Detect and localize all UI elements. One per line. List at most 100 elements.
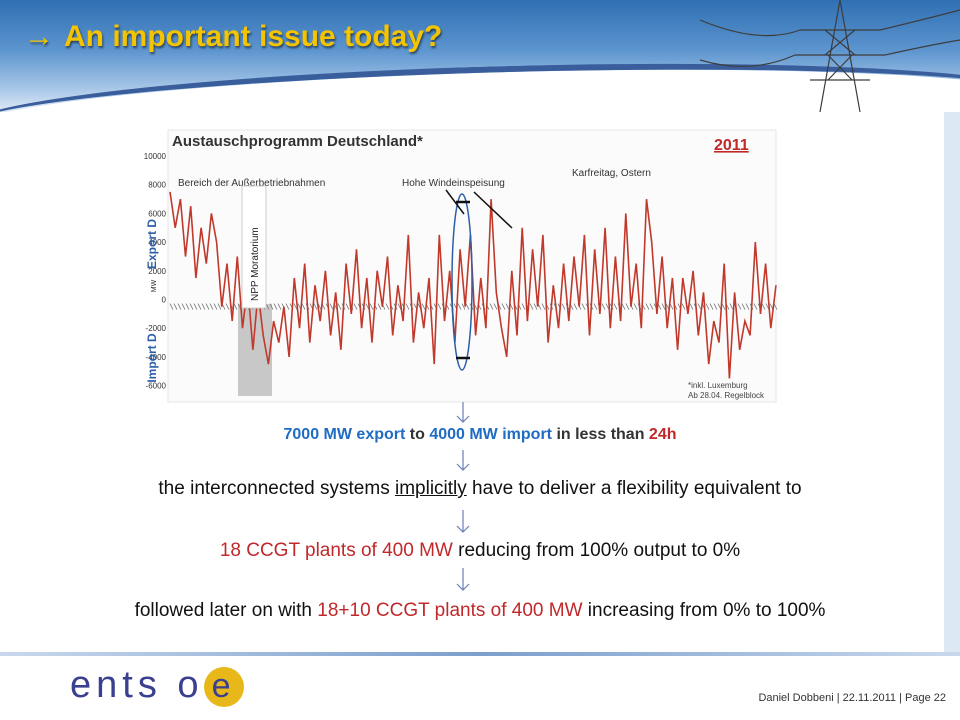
slide-title-text: An important issue today?	[64, 20, 443, 53]
baseline-hatch	[561, 303, 566, 310]
baseline-hatch	[329, 303, 334, 310]
baseline-hatch	[173, 303, 178, 310]
baseline-hatch	[529, 303, 534, 310]
baseline-hatch	[501, 303, 506, 310]
y-tick-label: 10000	[144, 152, 167, 161]
caption-import-value: 4000 MW import	[429, 426, 552, 443]
caption-ccgt-increase: followed later on with 18+10 CCGT plants…	[0, 600, 960, 622]
baseline-hatch	[697, 303, 702, 310]
ylabel-import: Import D	[145, 333, 159, 383]
down-arrow-icon	[456, 510, 470, 533]
baseline-hatch	[649, 303, 654, 310]
title-arrow-icon: →	[24, 20, 54, 53]
down-arrow-icon	[456, 568, 470, 591]
baseline-hatch	[337, 303, 342, 310]
baseline-hatch	[201, 303, 206, 310]
caption-followed: followed later on with	[134, 600, 318, 621]
baseline-hatch	[465, 303, 470, 310]
baseline-hatch	[345, 303, 350, 310]
y-tick-label: -4000	[146, 353, 167, 362]
baseline-hatch	[753, 303, 758, 310]
wind-arrow-right	[473, 191, 513, 229]
ylabel-export: Export D	[145, 219, 159, 269]
logo-e-icon: e	[203, 667, 244, 707]
baseline-hatch	[193, 303, 198, 310]
baseline-hatch	[669, 303, 674, 310]
caption-reducing: reducing from 100% output to 0%	[452, 540, 741, 561]
npp-label: NPP Moratorium	[250, 227, 261, 301]
y-tick-label: 8000	[148, 181, 166, 190]
baseline-hatch	[661, 303, 666, 310]
baseline-hatch	[293, 303, 298, 310]
caption-ccgt-plants-2: 18+10 CCGT plants of 400 MW	[317, 600, 583, 621]
baseline-hatch	[505, 303, 510, 310]
baseline-hatch	[621, 303, 626, 310]
caption-increasing: increasing from 0% to 100%	[582, 600, 826, 621]
baseline-hatch	[633, 303, 638, 310]
caption-export-value: 7000 MW export	[283, 426, 406, 443]
baseline-hatch	[689, 303, 694, 310]
baseline-hatch	[713, 303, 718, 310]
exchange-chart: Austauschprogramm Deutschland* 2011 Bere…	[140, 126, 790, 404]
highlight-ellipse	[451, 193, 473, 371]
footer-divider	[0, 652, 960, 656]
baseline-hatch	[709, 303, 714, 310]
y-tick-label: 2000	[148, 267, 166, 276]
baseline-hatch	[421, 303, 426, 310]
baseline-hatch	[269, 303, 274, 310]
caption-flex-c: have to deliver a flexibility equivalent…	[466, 478, 802, 499]
caption-to: to	[405, 426, 430, 443]
baseline-hatch	[745, 303, 750, 310]
y-tick-label: -6000	[146, 382, 167, 391]
baseline-hatch	[625, 303, 630, 310]
y-tick-label: 0	[162, 296, 167, 305]
baseline-hatch	[313, 303, 318, 310]
baseline-hatch	[285, 303, 290, 310]
baseline-hatch	[169, 303, 174, 310]
baseline-hatch	[581, 303, 586, 310]
baseline-hatch	[601, 303, 606, 310]
baseline-hatch	[461, 303, 466, 310]
down-arrow-icon	[456, 450, 470, 471]
annotation-karfreitag: Karfreitag, Ostern	[572, 168, 651, 179]
baseline-hatch	[205, 303, 210, 310]
wind-arrow-left	[445, 189, 465, 215]
baseline-hatch	[573, 303, 578, 310]
caption-flexibility: the interconnected systems implicitly ha…	[0, 478, 960, 500]
baseline-hatch	[197, 303, 202, 310]
baseline-hatch	[437, 303, 442, 310]
baseline-hatch	[209, 303, 214, 310]
baseline-hatch	[225, 303, 230, 310]
baseline-hatch	[301, 303, 306, 310]
baseline-hatch	[353, 303, 358, 310]
annotation-bereich: Bereich der Außerbetriebnahmen	[178, 178, 325, 189]
baseline-hatch	[457, 303, 462, 310]
down-arrow-icon	[456, 402, 470, 423]
footer-credit: Daniel Dobbeni | 22.11.2011 | Page 22	[758, 692, 946, 704]
caption-ccgt-plants: 18 CCGT plants of 400 MW	[219, 540, 453, 561]
year-label: 2011	[714, 137, 749, 154]
right-accent-bar	[944, 112, 960, 652]
baseline-hatch	[369, 303, 374, 310]
chart-container: Austauschprogramm Deutschland* 2011 Bere…	[140, 126, 790, 404]
logo-letters: ents o	[70, 664, 204, 706]
baseline-hatch	[593, 303, 598, 310]
baseline-hatch	[761, 303, 766, 310]
caption-duration: 24h	[648, 426, 677, 443]
baseline-hatch	[705, 303, 710, 310]
baseline-hatch	[377, 303, 382, 310]
footnote-luxemburg: *inkl. Luxemburg	[688, 381, 748, 390]
y-tick-label: -2000	[146, 324, 167, 333]
header-banner: → An important issue today?	[0, 0, 960, 112]
baseline-hatch	[385, 303, 390, 310]
baseline-hatch	[721, 303, 726, 310]
baseline-hatch	[405, 303, 410, 310]
y-tick-label: 4000	[148, 238, 166, 247]
annotation-wind: Hohe Windeinspeisung	[402, 178, 505, 189]
ylabel-unit: MW	[151, 279, 158, 292]
baseline-hatch	[681, 303, 686, 310]
caption-flex-a: the interconnected systems	[158, 478, 395, 499]
baseline-hatch	[613, 303, 618, 310]
y-tick-label: 6000	[148, 209, 166, 218]
